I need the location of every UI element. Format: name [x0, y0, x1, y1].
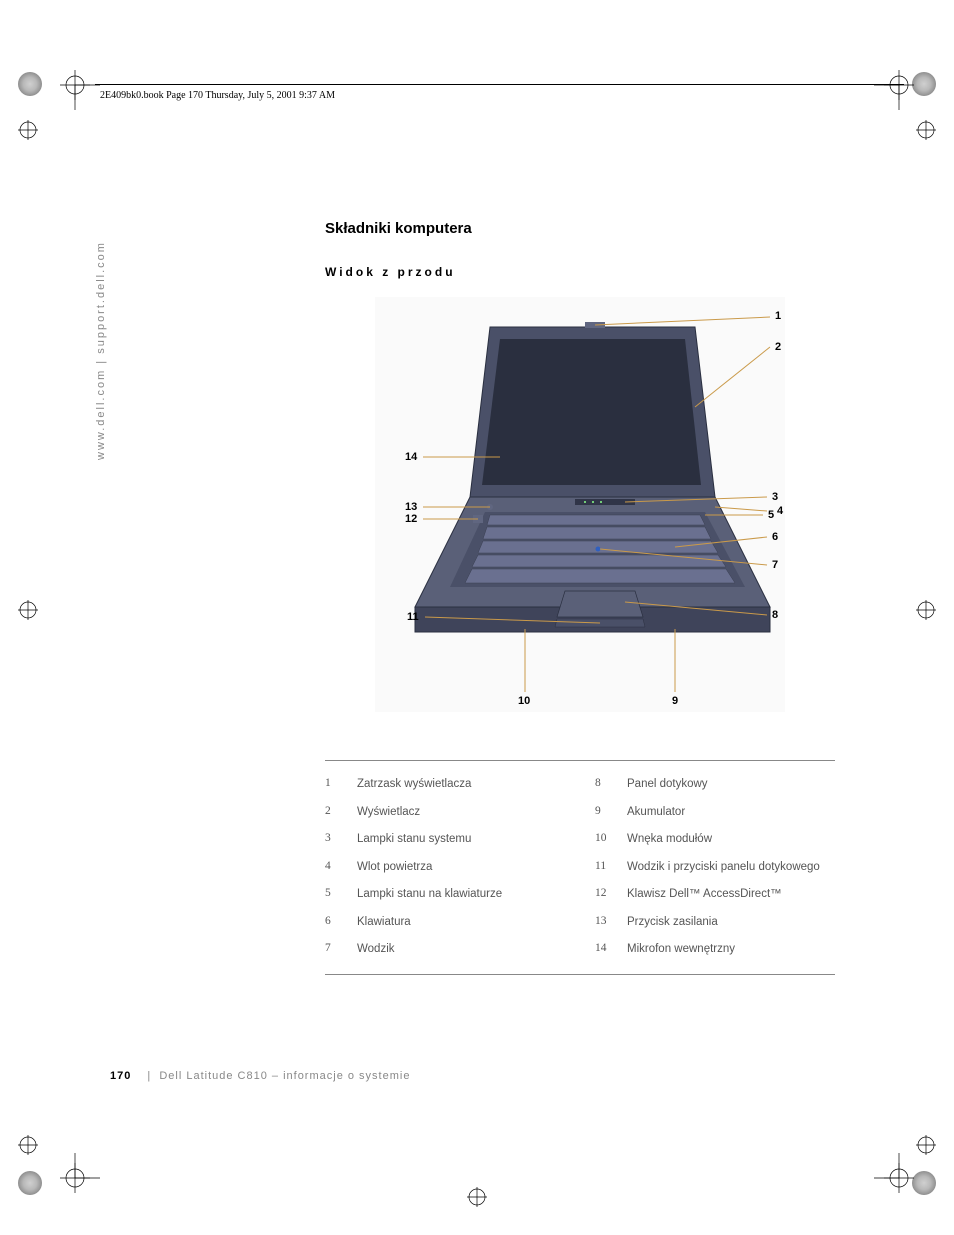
- legend-row: 2Wyświetlacz: [325, 799, 565, 827]
- page-number: 170: [110, 1070, 131, 1082]
- legend-row: 11Wodzik i przyciski panelu dotykowego: [595, 854, 835, 882]
- crop-mark-bl: [60, 1153, 100, 1193]
- callout-11: 11: [407, 611, 419, 623]
- callout-6: 6: [772, 531, 778, 543]
- legend-row: 1Zatrzask wyświetlacza: [325, 771, 565, 799]
- legend-row: 6Klawiatura: [325, 909, 565, 937]
- reg-mark-right: [916, 600, 936, 620]
- corner-dot-br: [912, 1171, 936, 1195]
- reg-mark-br2: [916, 1135, 936, 1155]
- legend-row: 4Wlot powietrza: [325, 854, 565, 882]
- callout-2: 2: [775, 341, 781, 353]
- legend-col-right: 8Panel dotykowy 9Akumulator 10Wnęka modu…: [595, 771, 835, 964]
- legend-row: 10Wnęka modułów: [595, 826, 835, 854]
- legend-row: 5Lampki stanu na klawiaturze: [325, 881, 565, 909]
- callout-8: 8: [772, 609, 778, 621]
- reg-mark-top: [18, 120, 38, 140]
- callout-13: 13: [405, 501, 417, 513]
- page-footer: 170 | Dell Latitude C810 – informacje o …: [110, 1070, 410, 1082]
- crop-mark-tl: [60, 70, 100, 110]
- legend-table: 1Zatrzask wyświetlacza 2Wyświetlacz 3Lam…: [325, 760, 835, 975]
- callout-1: 1: [775, 310, 781, 322]
- header-rule: [95, 84, 904, 85]
- legend-row: 7Wodzik: [325, 936, 565, 964]
- legend-row: 3Lampki stanu systemu: [325, 826, 565, 854]
- footer-text: Dell Latitude C810 – informacje o system…: [159, 1070, 410, 1082]
- page-header-text: 2E409bk0.book Page 170 Thursday, July 5,…: [100, 90, 335, 101]
- reg-mark-bl2: [18, 1135, 38, 1155]
- section-subtitle: Widok z przodu: [325, 265, 835, 279]
- callout-4: 4: [777, 505, 784, 517]
- callout-10: 10: [518, 695, 530, 707]
- legend-row: 12Klawisz Dell™ AccessDirect™: [595, 881, 835, 909]
- crop-mark-tr: [874, 70, 914, 110]
- crop-mark-br: [874, 1153, 914, 1193]
- side-url-text: www.dell.com | support.dell.com: [95, 241, 107, 460]
- callout-12: 12: [405, 513, 417, 525]
- reg-mark-top-right: [916, 120, 936, 140]
- corner-dot-tr: [912, 72, 936, 96]
- callout-9: 9: [672, 695, 678, 707]
- legend-row: 14Mikrofon wewnętrzny: [595, 936, 835, 964]
- legend-row: 13Przycisk zasilania: [595, 909, 835, 937]
- callout-5: 5: [768, 509, 774, 521]
- corner-dot-bl: [18, 1171, 42, 1195]
- legend-col-left: 1Zatrzask wyświetlacza 2Wyświetlacz 3Lam…: [325, 771, 565, 964]
- corner-dot-tl: [18, 72, 42, 96]
- reg-mark-bottom: [467, 1187, 487, 1207]
- callout-3: 3: [772, 491, 778, 503]
- legend-row: 9Akumulator: [595, 799, 835, 827]
- callout-14: 14: [405, 451, 418, 463]
- main-content: Składniki komputera Widok z przodu: [325, 220, 835, 975]
- reg-mark-left: [18, 600, 38, 620]
- section-title: Składniki komputera: [325, 220, 835, 237]
- laptop-diagram: 1 2 3 4 5 6 7 8 9 10 11 12 13 14: [375, 297, 785, 712]
- callout-7: 7: [772, 559, 778, 571]
- footer-separator: |: [147, 1070, 151, 1082]
- legend-row: 8Panel dotykowy: [595, 771, 835, 799]
